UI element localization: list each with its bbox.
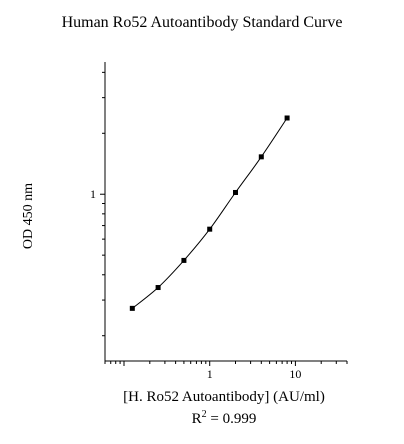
y-tick-label-0: 1: [90, 187, 96, 201]
chart-title: Human Ro52 Autoantibody Standard Curve: [61, 14, 343, 31]
data-point-0-6: [284, 115, 290, 121]
r-squared-annotation: R2 = 0.999: [104, 409, 344, 428]
x-tick-label-1: 10: [289, 367, 301, 381]
x-axis-label: [H. Ro52 Autoantibody] (AU/ml): [123, 389, 325, 405]
data-point-0-1: [155, 285, 161, 291]
r2-prefix: R: [191, 411, 202, 427]
r2-superscript: 2: [201, 409, 207, 420]
data-point-0-5: [258, 154, 264, 160]
x-tick-label-0: 1: [207, 367, 213, 381]
data-point-0-0: [129, 305, 135, 311]
r2-suffix: = 0.999: [206, 411, 257, 427]
data-point-0-2: [181, 257, 187, 263]
data-point-0-4: [233, 189, 239, 195]
series-line-0: [131, 117, 288, 309]
data-point-0-3: [207, 226, 213, 232]
